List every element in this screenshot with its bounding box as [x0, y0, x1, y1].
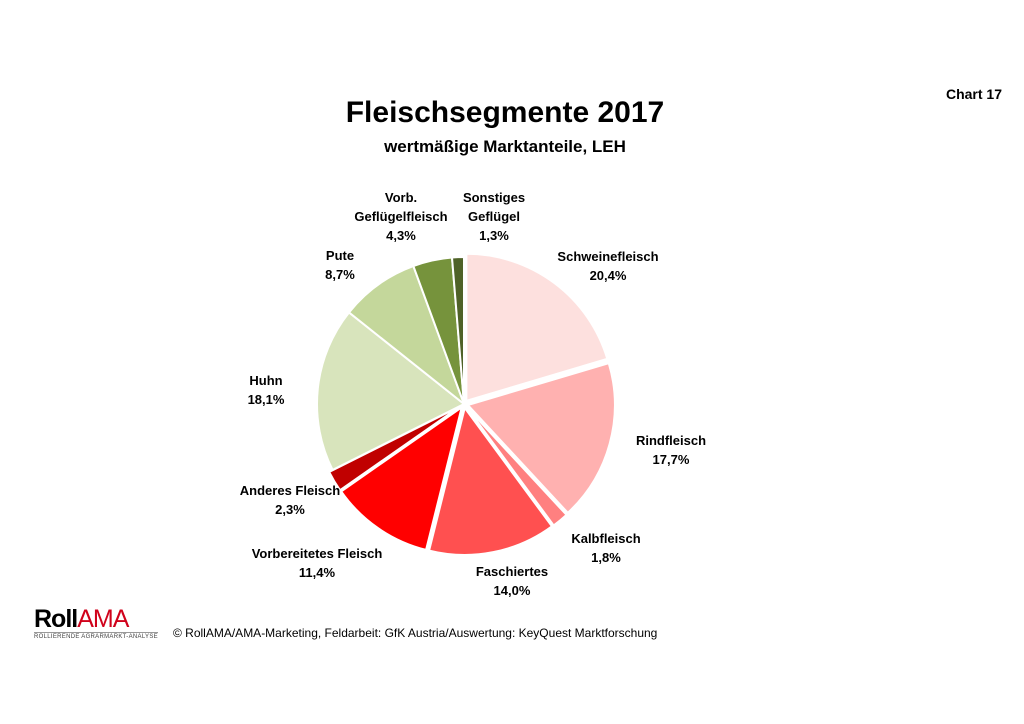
pie-slice-vorbereitetes-fleisch [339, 404, 464, 552]
pie-slice-sonstiges-geflügel [450, 255, 465, 405]
chart-subtitle: wertmäßige Marktanteile, LEH [384, 137, 626, 156]
label-vorbereitetes-fleisch: Vorbereitetes Fleisch 11,4% [251, 546, 383, 580]
label-rindfleisch: Rindfleisch 17,7% [635, 433, 707, 467]
pie-slice-schweinefleisch [465, 252, 609, 403]
copyright-text: © RollAMA/AMA-Marketing, Feldarbeit: GfK… [173, 626, 658, 640]
chart-number: Chart 17 [945, 86, 1002, 102]
label-schweinefleisch: Schweinefleisch 20,4% [557, 249, 659, 283]
chart-title: Fleischsegmente 2017 [345, 96, 665, 129]
label-kalbfleisch: Kalbfleisch 1,8% [571, 531, 641, 565]
label-pute: Pute 8,7% [325, 248, 355, 282]
label-huhn: Huhn 18,1% [247, 373, 285, 407]
pie-slice-rindfleisch [466, 361, 616, 515]
pie-slice-kalbfleisch [465, 406, 568, 527]
label-anderes-fleisch: Anderes Fleisch 2,3% [239, 483, 341, 517]
pie-slice-huhn [316, 311, 466, 472]
rollama-logo: RollAMA ROLLIERENDE AGRARMARKT-ANALYSE [34, 605, 158, 640]
pie-slice-anderes-fleisch [327, 405, 462, 492]
pie-slice-faschiertes [427, 405, 554, 556]
label-faschiertes: Faschiertes 14,0% [475, 564, 549, 598]
label-sonstiges-gefluegel: Sonstiges Geflügel 1,3% [462, 190, 526, 243]
label-vorb-gefluegelfleisch: Vorb. Geflügelfleisch 4,3% [354, 190, 448, 243]
